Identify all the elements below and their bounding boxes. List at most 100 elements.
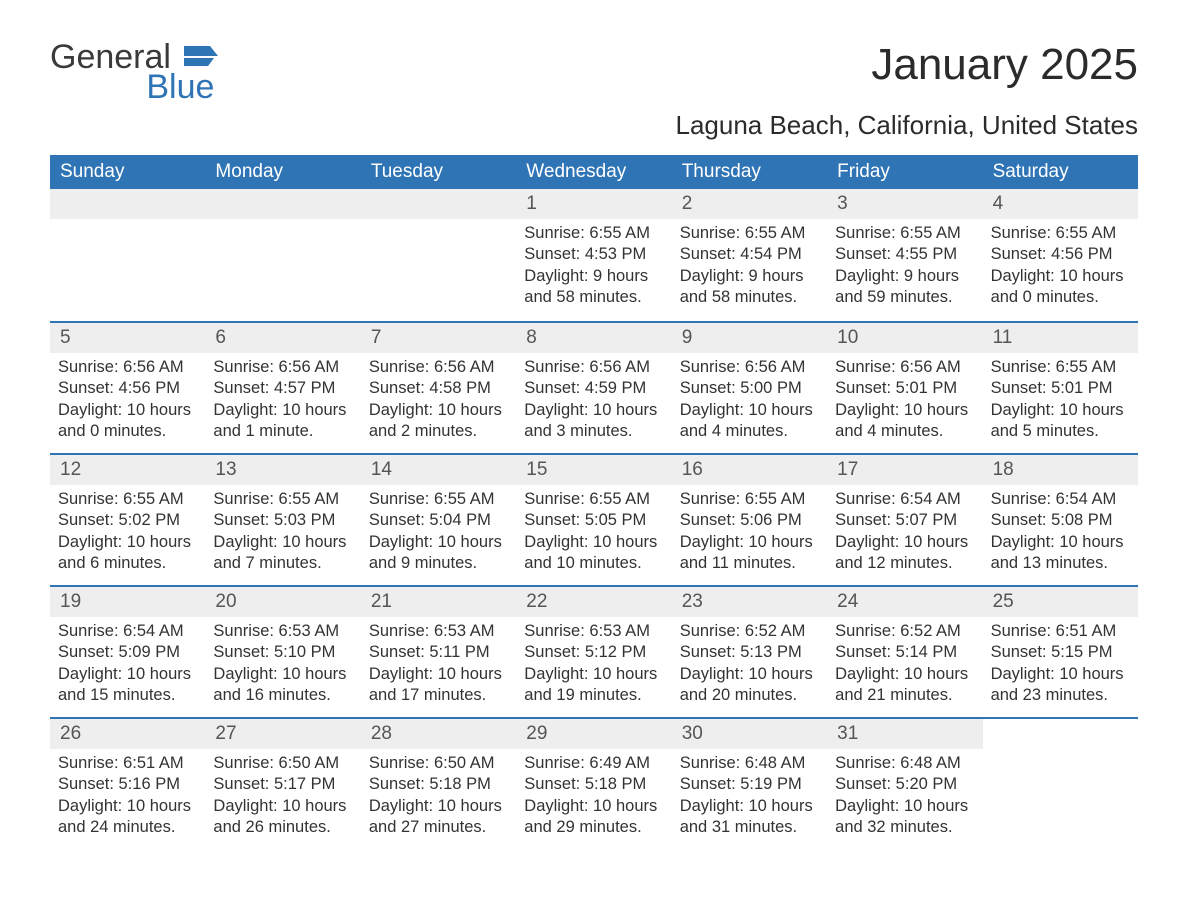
day-number: 22	[516, 587, 671, 617]
sunrise-text: Sunrise: 6:54 AM	[835, 489, 974, 510]
daylight-text: and 4 minutes.	[680, 421, 819, 442]
sunrise-text: Sunrise: 6:55 AM	[991, 223, 1130, 244]
day-cell: 16Sunrise: 6:55 AMSunset: 5:06 PMDayligh…	[672, 455, 827, 585]
sunrise-text: Sunrise: 6:54 AM	[58, 621, 197, 642]
day-number: 18	[983, 455, 1138, 485]
daylight-text: and 27 minutes.	[369, 817, 508, 838]
day-cell: 30Sunrise: 6:48 AMSunset: 5:19 PMDayligh…	[672, 719, 827, 849]
daylight-text: and 58 minutes.	[524, 287, 663, 308]
daylight-text: and 16 minutes.	[213, 685, 352, 706]
daylight-text: and 6 minutes.	[58, 553, 197, 574]
sunrise-text: Sunrise: 6:55 AM	[524, 223, 663, 244]
daylight-text: and 0 minutes.	[58, 421, 197, 442]
daylight-text: Daylight: 10 hours	[524, 796, 663, 817]
day-number: 16	[672, 455, 827, 485]
week-row: 19Sunrise: 6:54 AMSunset: 5:09 PMDayligh…	[50, 585, 1138, 717]
sunrise-text: Sunrise: 6:55 AM	[680, 223, 819, 244]
weeks-container: 1Sunrise: 6:55 AMSunset: 4:53 PMDaylight…	[50, 189, 1138, 849]
daylight-text: Daylight: 10 hours	[524, 532, 663, 553]
week-row: 5Sunrise: 6:56 AMSunset: 4:56 PMDaylight…	[50, 321, 1138, 453]
weekday-header: Saturday	[983, 155, 1138, 189]
sunset-text: Sunset: 5:20 PM	[835, 774, 974, 795]
daylight-text: and 3 minutes.	[524, 421, 663, 442]
daylight-text: and 12 minutes.	[835, 553, 974, 574]
daylight-text: Daylight: 10 hours	[213, 400, 352, 421]
daylight-text: Daylight: 10 hours	[524, 400, 663, 421]
header-row: General Blue January 2025	[50, 40, 1138, 104]
daylight-text: Daylight: 10 hours	[991, 266, 1130, 287]
weekday-header-row: SundayMondayTuesdayWednesdayThursdayFrid…	[50, 155, 1138, 189]
page-title: January 2025	[871, 40, 1138, 90]
sunset-text: Sunset: 5:16 PM	[58, 774, 197, 795]
empty-day-cell	[205, 189, 360, 321]
sunrise-text: Sunrise: 6:55 AM	[680, 489, 819, 510]
sunset-text: Sunset: 5:02 PM	[58, 510, 197, 531]
daylight-text: Daylight: 10 hours	[991, 664, 1130, 685]
day-number: 9	[672, 323, 827, 353]
day-number: 20	[205, 587, 360, 617]
daylight-text: Daylight: 10 hours	[369, 400, 508, 421]
day-number: 8	[516, 323, 671, 353]
week-row: 12Sunrise: 6:55 AMSunset: 5:02 PMDayligh…	[50, 453, 1138, 585]
empty-day-cell	[361, 189, 516, 321]
day-cell: 5 Sunrise: 6:56 AMSunset: 4:56 PMDaylight…	[50, 323, 205, 453]
sunset-text: Sunset: 4:58 PM	[369, 378, 508, 399]
weekday-header: Sunday	[50, 155, 205, 189]
daylight-text: and 5 minutes.	[991, 421, 1130, 442]
day-cell: 27Sunrise: 6:50 AMSunset: 5:17 PMDayligh…	[205, 719, 360, 849]
day-cell: 9Sunrise: 6:56 AMSunset: 5:00 PMDaylight…	[672, 323, 827, 453]
daylight-text: Daylight: 10 hours	[58, 796, 197, 817]
sunrise-text: Sunrise: 6:55 AM	[991, 357, 1130, 378]
sunset-text: Sunset: 4:54 PM	[680, 244, 819, 265]
sunrise-text: Sunrise: 6:56 AM	[58, 357, 197, 378]
day-number: 6	[205, 323, 360, 353]
sunrise-text: Sunrise: 6:52 AM	[680, 621, 819, 642]
sunrise-text: Sunrise: 6:50 AM	[369, 753, 508, 774]
sunset-text: Sunset: 5:01 PM	[835, 378, 974, 399]
sunset-text: Sunset: 5:00 PM	[680, 378, 819, 399]
sunrise-text: Sunrise: 6:52 AM	[835, 621, 974, 642]
sunrise-text: Sunrise: 6:49 AM	[524, 753, 663, 774]
daylight-text: and 2 minutes.	[369, 421, 508, 442]
daylight-text: Daylight: 10 hours	[835, 400, 974, 421]
daylight-text: Daylight: 10 hours	[58, 532, 197, 553]
daylight-text: Daylight: 10 hours	[835, 532, 974, 553]
week-row: 1Sunrise: 6:55 AMSunset: 4:53 PMDaylight…	[50, 189, 1138, 321]
sunrise-text: Sunrise: 6:48 AM	[680, 753, 819, 774]
day-number: 27	[205, 719, 360, 749]
sunset-text: Sunset: 4:55 PM	[835, 244, 974, 265]
daylight-text: and 4 minutes.	[835, 421, 974, 442]
sunset-text: Sunset: 4:56 PM	[58, 378, 197, 399]
weekday-header: Wednesday	[516, 155, 671, 189]
day-number: 23	[672, 587, 827, 617]
sunrise-text: Sunrise: 6:55 AM	[369, 489, 508, 510]
day-number: 1	[516, 189, 671, 219]
sunset-text: Sunset: 5:18 PM	[369, 774, 508, 795]
sunrise-text: Sunrise: 6:55 AM	[524, 489, 663, 510]
sunrise-text: Sunrise: 6:53 AM	[213, 621, 352, 642]
day-cell: 20Sunrise: 6:53 AMSunset: 5:10 PMDayligh…	[205, 587, 360, 717]
daylight-text: and 7 minutes.	[213, 553, 352, 574]
daylight-text: Daylight: 10 hours	[680, 400, 819, 421]
sunset-text: Sunset: 4:59 PM	[524, 378, 663, 399]
daylight-text: and 24 minutes.	[58, 817, 197, 838]
day-cell: 23Sunrise: 6:52 AMSunset: 5:13 PMDayligh…	[672, 587, 827, 717]
day-number: 5	[50, 323, 205, 353]
daylight-text: Daylight: 10 hours	[835, 796, 974, 817]
day-number: 10	[827, 323, 982, 353]
sunrise-text: Sunrise: 6:51 AM	[991, 621, 1130, 642]
day-number: 13	[205, 455, 360, 485]
day-number: 14	[361, 455, 516, 485]
day-cell: 24Sunrise: 6:52 AMSunset: 5:14 PMDayligh…	[827, 587, 982, 717]
day-number: 31	[827, 719, 982, 749]
flag-icon	[184, 44, 218, 68]
sunrise-text: Sunrise: 6:55 AM	[835, 223, 974, 244]
daylight-text: Daylight: 10 hours	[58, 400, 197, 421]
sunset-text: Sunset: 5:17 PM	[213, 774, 352, 795]
daylight-text: Daylight: 9 hours	[835, 266, 974, 287]
day-number: 29	[516, 719, 671, 749]
calendar-page: General Blue January 2025 Laguna Beach, …	[0, 0, 1188, 899]
sunrise-text: Sunrise: 6:48 AM	[835, 753, 974, 774]
day-number: 4	[983, 189, 1138, 219]
sunset-text: Sunset: 5:12 PM	[524, 642, 663, 663]
